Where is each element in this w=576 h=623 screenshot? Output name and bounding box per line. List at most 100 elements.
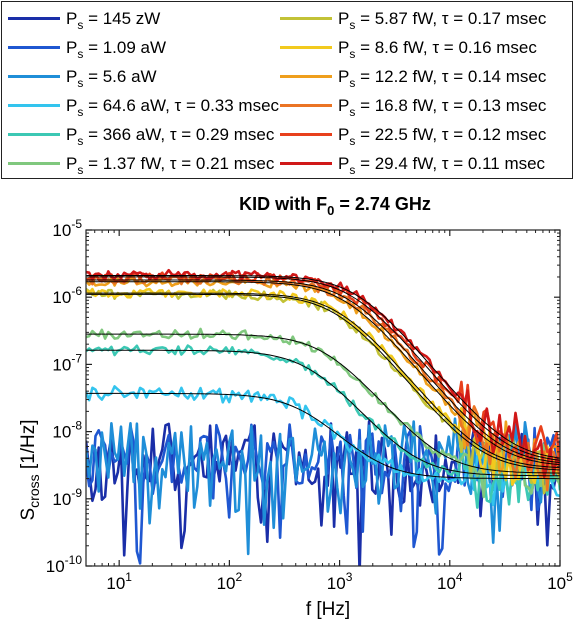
legend-swatch [8,16,60,20]
fit-line [86,279,560,463]
fit-line [86,276,560,461]
legend-label-symbol: P [338,95,350,115]
chart-title-main: KID with F [239,194,327,214]
legend-item: Ps = 29.4 fW, τ = 0.11 msec [280,151,546,176]
legend-swatch [280,16,332,20]
legend-label-subscript: s [77,17,84,32]
legend-swatch [280,103,332,107]
legend-item: Ps = 145 zW [8,6,161,31]
legend-label-subscript: s [349,162,356,177]
legend-label-symbol: P [338,66,350,86]
legend-label: Ps = 29.4 fW, τ = 0.11 msec [338,153,546,176]
legend-label-symbol: P [66,66,78,86]
legend-label-symbol: P [66,95,78,115]
legend-swatch [8,161,60,165]
legend-item: Ps = 8.6 fW, τ = 0.16 msec [280,35,537,60]
series-line [86,420,560,566]
legend-label-text: = 12.2 fW, τ = 0.14 msec [355,66,547,86]
legend-label: Ps = 16.8 fW, τ = 0.13 msec [338,95,547,118]
x-tick-label: 101 [106,570,132,593]
legend-label-subscript: s [349,133,356,148]
legend-item: Ps = 12.2 fW, τ = 0.14 msec [280,64,547,89]
legend-label: Ps = 64.6 aW, τ = 0.33 msec [66,95,280,118]
legend-label-symbol: P [66,124,78,144]
legend-label-symbol: P [66,153,78,173]
legend-swatch [8,103,60,107]
legend-label-subscript: s [349,17,356,32]
x-tick-label: 105 [547,570,573,593]
legend-label-text: = 145 zW [83,8,161,28]
legend-item: Ps = 5.6 aW [8,64,157,89]
legend-label: Ps = 5.6 aW [66,66,157,89]
legend-label-text: = 8.6 fW, τ = 0.16 msec [355,37,537,57]
legend-item: Ps = 5.87 fW, τ = 0.17 msec [280,6,547,31]
legend-swatch [8,74,60,78]
legend-label-subscript: s [349,46,356,61]
legend-label-symbol: P [66,37,78,57]
legend-label-subscript: s [77,133,84,148]
legend-label: Ps = 22.5 fW, τ = 0.12 msec [338,124,547,147]
chart-svg: KID with F0 = 2.74 GHz 101 102 103 104 10510… [18,194,573,620]
legend-label-symbol: P [66,8,78,28]
legend-item: Ps = 22.5 fW, τ = 0.12 msec [280,122,547,147]
legend-swatch [280,74,332,78]
legend-swatch [8,132,60,136]
legend-label-text: = 1.37 fW, τ = 0.21 msec [83,153,275,173]
legend-label-text: = 5.87 fW, τ = 0.17 msec [355,8,547,28]
legend-item: Ps = 64.6 aW, τ = 0.33 msec [8,93,280,118]
legend-label-text: = 16.8 fW, τ = 0.13 msec [355,95,547,115]
legend-label-subscript: s [349,104,356,119]
legend-label-symbol: P [338,153,350,173]
legend-label-subscript: s [77,75,84,90]
legend-label: Ps = 145 zW [66,8,161,31]
legend-label-text: = 5.6 aW [83,66,157,86]
y-axis-label: Scross [1/Hz] [18,419,42,520]
legend-label: Ps = 5.87 fW, τ = 0.17 msec [338,8,547,31]
x-tick-label: 104 [437,570,463,593]
legend-swatch [8,45,60,49]
plot-area: 101 102 103 104 105 10-10 10-9 10-8 10-7 10-6 10-5 [46,217,573,593]
legend-label-text: = 22.5 fW, τ = 0.12 msec [355,124,547,144]
series-layer [86,268,560,566]
legend-swatch [280,45,332,49]
fit-line [86,292,560,469]
y-axis-label-main: S [18,508,39,521]
fit-line [86,392,560,480]
legend-label-text: = 1.09 aW [83,37,167,57]
legend-label-subscript: s [77,162,84,177]
legend-label-subscript: s [349,75,356,90]
fit-line [86,333,560,474]
fit-layer [86,275,560,480]
x-axis-label: f [Hz] [306,599,350,620]
legend-swatch [280,161,332,165]
chart-title: KID with F0 = 2.74 GHz [239,194,431,218]
legend-label: Ps = 1.37 fW, τ = 0.21 msec [66,153,275,176]
series-line [86,268,560,479]
chart-title-rest: = 2.74 GHz [334,194,431,214]
legend-item: Ps = 366 aW, τ = 0.29 msec [8,122,275,147]
legend-item: Ps = 1.37 fW, τ = 0.21 msec [8,151,275,176]
y-axis-label-sub: cross [26,474,42,507]
legend-label-text: = 64.6 aW, τ = 0.33 msec [83,95,280,115]
fit-line [86,349,560,477]
legend-item: Ps = 16.8 fW, τ = 0.13 msec [280,93,547,118]
legend-label-text: = 29.4 fW, τ = 0.11 msec [355,153,546,173]
chart-title-sub: 0 [327,203,334,218]
legend-label: Ps = 366 aW, τ = 0.29 msec [66,124,275,147]
y-tick-label: 10-5 [52,217,82,240]
fit-line [86,281,560,466]
series-line [86,287,560,486]
legend-label: Ps = 1.09 aW [66,37,167,60]
fit-line [86,293,560,471]
y-tick-label: 10-6 [52,284,82,307]
legend-label: Ps = 12.2 fW, τ = 0.14 msec [338,66,547,89]
legend-label-symbol: P [338,124,350,144]
y-axis-label-rest: [1/Hz] [18,419,39,474]
legend-swatch [280,132,332,136]
chart-legend: Ps = 145 zW Ps = 1.09 aW Ps = 5.6 aW Ps = 6… [1,1,573,179]
legend-label: Ps = 8.6 fW, τ = 0.16 msec [338,37,537,60]
y-tick-label: 10-7 [52,351,82,374]
legend-label-text: = 366 aW, τ = 0.29 msec [83,124,275,144]
legend-label-symbol: P [338,8,350,28]
y-tick-label: 10-10 [46,553,83,576]
